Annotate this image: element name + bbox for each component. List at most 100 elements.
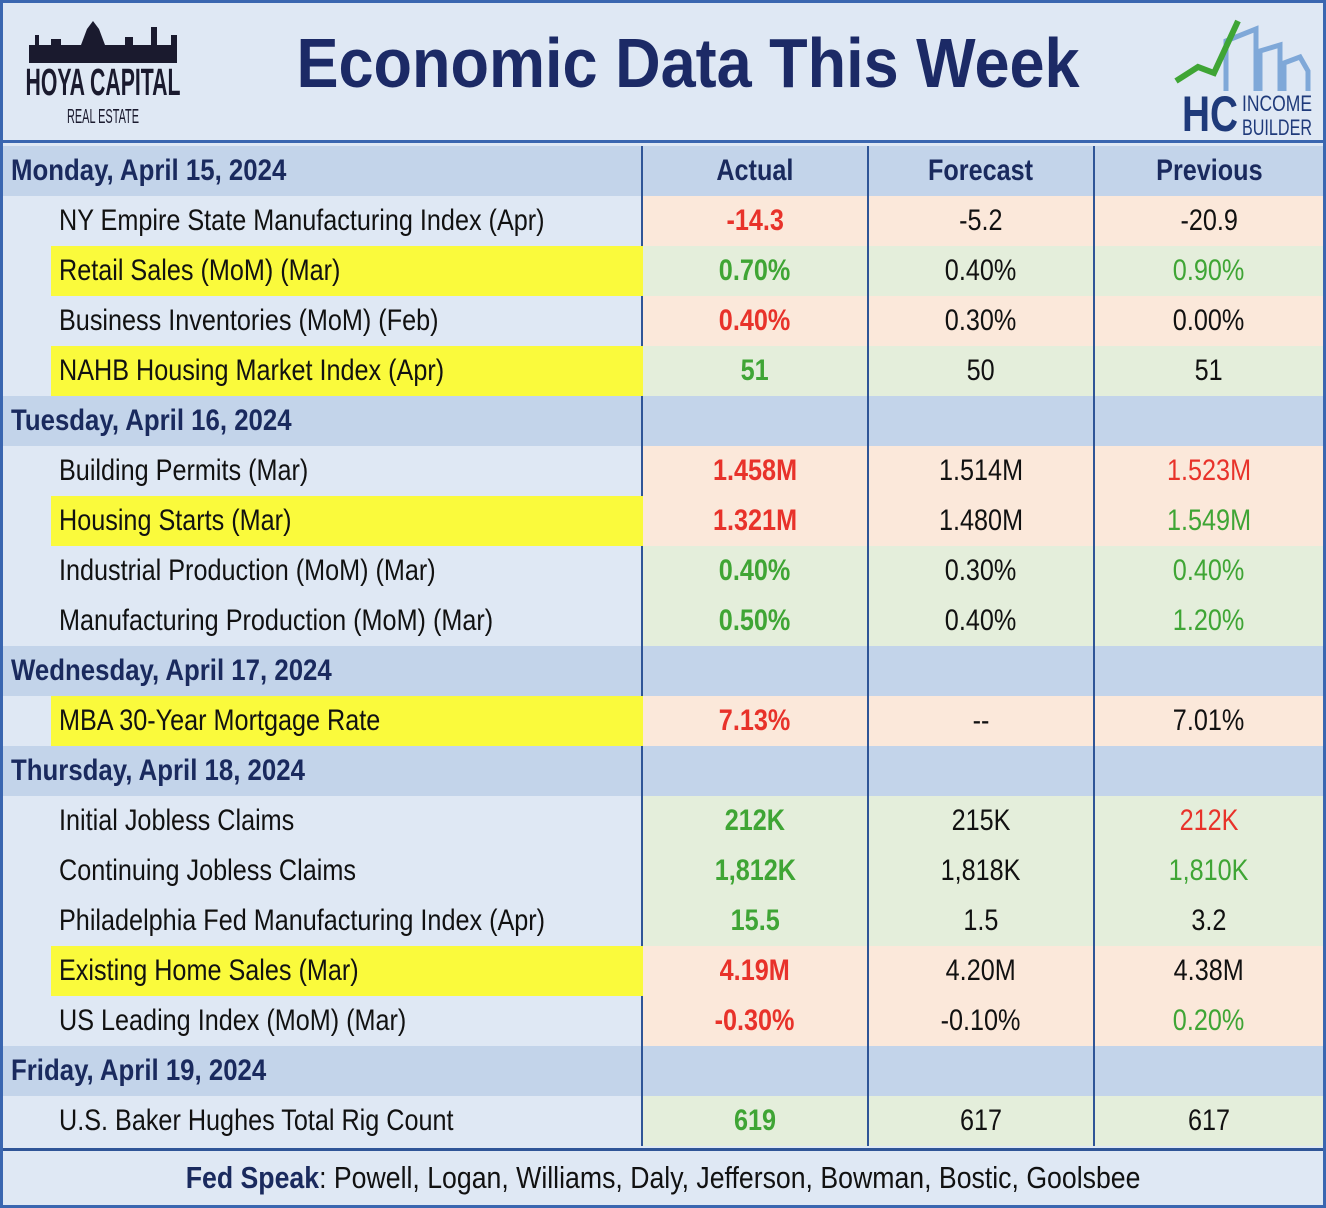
- cell-text: 0.00%: [1173, 304, 1245, 337]
- value-cell: 4.20M: [869, 946, 1095, 996]
- value-cell: 1,812K: [643, 846, 869, 896]
- cell-text: 0.20%: [1173, 1004, 1245, 1037]
- value-cell: 0.40%: [1095, 546, 1323, 596]
- row-label: Housing Starts (Mar): [3, 496, 643, 546]
- cell-text: 7.01%: [1173, 704, 1245, 737]
- value-cell: 1.5: [869, 896, 1095, 946]
- value-cell: --: [869, 696, 1095, 746]
- title-text: Economic Data This Week: [296, 24, 1080, 102]
- row-label-box: Manufacturing Production (MoM) (Mar): [51, 596, 643, 646]
- cell-text: 3.2: [1191, 904, 1227, 937]
- value-cell: -20.9: [1095, 196, 1323, 246]
- value-cell: 0.90%: [1095, 246, 1323, 296]
- day-label: Thursday, April 18, 2024: [3, 746, 643, 796]
- footer-content: : Powell, Logan, Williams, Daly, Jeffers…: [318, 1160, 1141, 1195]
- data-row: Existing Home Sales (Mar) 4.19M 4.20M 4.38M: [3, 946, 1323, 996]
- day-row: Monday, April 15, 2024 Actual Forecast Prev…: [3, 146, 1323, 196]
- value-cell: 0.00%: [1095, 296, 1323, 346]
- value-cell: 0.30%: [869, 546, 1095, 596]
- buildings: [1223, 25, 1311, 91]
- logo-subtext: REAL ESTATE: [67, 106, 139, 128]
- footer: Fed Speak: Powell, Logan, Williams, Daly…: [3, 1148, 1323, 1205]
- logo-right: HC INCOME BUILDER: [1174, 19, 1312, 139]
- cell-text: Retail Sales (MoM) (Mar): [59, 254, 341, 287]
- data-row: Building Permits (Mar) 1.458M 1.514M 1.523M: [3, 446, 1323, 496]
- cell-text: Monday, April 15, 2024: [11, 154, 287, 187]
- value-cell: 4.38M: [1095, 946, 1323, 996]
- cell-text: 0.70%: [719, 254, 791, 287]
- data-row: Philadelphia Fed Manufacturing Index (Ap…: [3, 896, 1323, 946]
- cell-text: US Leading Index (MoM) (Mar): [59, 1004, 407, 1037]
- data-row: Retail Sales (MoM) (Mar) 0.70% 0.40% 0.90%: [3, 246, 1323, 296]
- value-cell: -0.30%: [643, 996, 869, 1046]
- cell-text: Friday, April 19, 2024: [11, 1054, 267, 1087]
- day-label: Monday, April 15, 2024: [3, 146, 643, 196]
- day-cell: [643, 396, 869, 446]
- cell-text: 617: [959, 1104, 1003, 1137]
- day-cell: [1095, 646, 1323, 696]
- cell-text: 1.480M: [938, 504, 1024, 537]
- cell-text: 15.5: [730, 904, 780, 937]
- cell-text: 212K: [1179, 804, 1239, 837]
- column-header: Previous: [1095, 146, 1323, 196]
- data-row: Business Inventories (MoM) (Feb) 0.40% 0.3…: [3, 296, 1323, 346]
- data-row: U.S. Baker Hughes Total Rig Count 619 617 6…: [3, 1096, 1323, 1146]
- footer-text: Fed Speak: Powell, Logan, Williams, Daly…: [186, 1160, 1141, 1196]
- row-label: NY Empire State Manufacturing Index (Apr…: [3, 196, 643, 246]
- day-cell: [1095, 1046, 1323, 1096]
- cell-text: Manufacturing Production (MoM) (Mar): [59, 604, 494, 637]
- row-label-box: NY Empire State Manufacturing Index (Apr…: [51, 196, 643, 246]
- day-cell: [869, 396, 1095, 446]
- cell-text: Continuing Jobless Claims: [59, 854, 356, 887]
- value-cell: 51: [1095, 346, 1323, 396]
- cell-text: 50: [966, 354, 996, 387]
- day-label: Friday, April 19, 2024: [3, 1046, 643, 1096]
- day-cell: [643, 1046, 869, 1096]
- cell-text: 7.13%: [719, 704, 791, 737]
- value-cell: 50: [869, 346, 1095, 396]
- row-label: NAHB Housing Market Index (Apr): [3, 346, 643, 396]
- cell-text: 215K: [951, 804, 1011, 837]
- cell-text: 51: [740, 354, 770, 387]
- value-cell: 7.13%: [643, 696, 869, 746]
- row-label: Continuing Jobless Claims: [3, 846, 643, 896]
- row-label: Existing Home Sales (Mar): [3, 946, 643, 996]
- cell-text: 1,810K: [1169, 854, 1249, 887]
- cell-text: Philadelphia Fed Manufacturing Index (Ap…: [59, 904, 546, 937]
- data-row: NAHB Housing Market Index (Apr) 51 50 51: [3, 346, 1323, 396]
- row-label: Retail Sales (MoM) (Mar): [3, 246, 643, 296]
- cell-text: Previous: [1155, 154, 1263, 187]
- row-label-box: Business Inventories (MoM) (Feb): [51, 296, 643, 346]
- value-cell: 0.20%: [1095, 996, 1323, 1046]
- skyline: [29, 21, 177, 63]
- value-cell: 0.70%: [643, 246, 869, 296]
- value-cell: 51: [643, 346, 869, 396]
- value-cell: 0.40%: [643, 296, 869, 346]
- cell-text: 0.40%: [719, 554, 791, 587]
- day-cell: [1095, 396, 1323, 446]
- row-label: Manufacturing Production (MoM) (Mar): [3, 596, 643, 646]
- cell-text: 1.458M: [712, 454, 798, 487]
- cell-text: 4.20M: [945, 954, 1017, 987]
- cell-text: Forecast: [928, 154, 1034, 187]
- row-label-box: Building Permits (Mar): [51, 446, 643, 496]
- value-cell: 15.5: [643, 896, 869, 946]
- row-label-box: US Leading Index (MoM) (Mar): [51, 996, 643, 1046]
- cell-text: -0.10%: [941, 1004, 1021, 1037]
- value-cell: 1.549M: [1095, 496, 1323, 546]
- logo-line: INCOME: [1242, 91, 1312, 116]
- day-label: Wednesday, April 17, 2024: [3, 646, 643, 696]
- logo-line: BUILDER: [1242, 115, 1312, 139]
- cell-text: Industrial Production (MoM) (Mar): [59, 554, 436, 587]
- title: Economic Data This Week: [203, 23, 1173, 103]
- cell-text: Housing Starts (Mar): [59, 504, 292, 537]
- row-label-box: MBA 30-Year Mortgage Rate: [51, 696, 643, 746]
- cell-text: 0.30%: [945, 554, 1017, 587]
- row-label: Philadelphia Fed Manufacturing Index (Ap…: [3, 896, 643, 946]
- cell-text: 0.30%: [945, 304, 1017, 337]
- day-cell: [1095, 746, 1323, 796]
- day-cell: [869, 1046, 1095, 1096]
- day-cell: [643, 746, 869, 796]
- cell-text: Thursday, April 18, 2024: [11, 754, 305, 787]
- row-label-box: Retail Sales (MoM) (Mar): [51, 246, 643, 296]
